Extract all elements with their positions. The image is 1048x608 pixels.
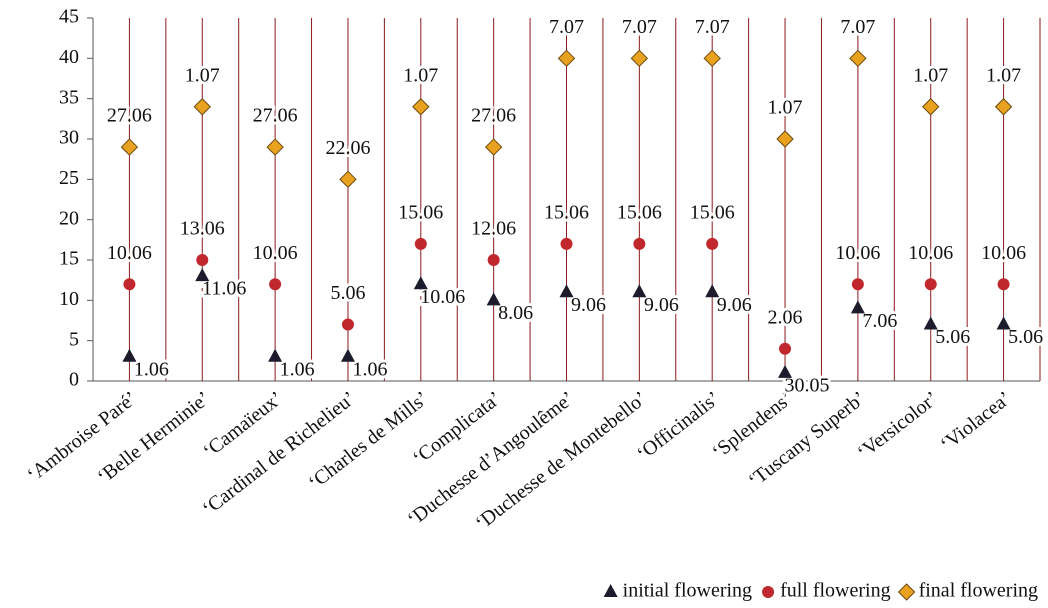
y-tick-label: 0 <box>69 369 79 391</box>
triangle-marker <box>486 292 501 306</box>
circle-marker <box>487 254 500 266</box>
data-label: 22.06 <box>325 137 370 159</box>
circle-marker <box>779 342 792 355</box>
triangle-marker <box>340 348 355 362</box>
diamond-marker <box>776 130 794 148</box>
y-tick-label: 20 <box>59 207 79 229</box>
circle-marker <box>269 278 282 291</box>
circle-marker <box>341 318 354 331</box>
data-label: 1.07 <box>913 64 948 86</box>
data-label: 7.07 <box>622 16 657 38</box>
data-label: 11.06 <box>202 278 246 300</box>
circle-marker <box>196 254 209 266</box>
circle-marker <box>924 278 937 291</box>
legend-marker <box>897 583 916 601</box>
y-tick-label: 5 <box>69 328 79 350</box>
data-label: 10.06 <box>253 242 298 264</box>
diamond-marker <box>484 138 503 156</box>
circle-marker <box>414 237 427 250</box>
circle-marker <box>706 237 719 250</box>
triangle-marker <box>850 300 865 314</box>
triangle-marker <box>778 364 793 378</box>
data-label: 5.06 <box>330 282 365 304</box>
data-label: 1.07 <box>768 97 803 119</box>
diamond-marker <box>557 49 576 68</box>
triangle-marker <box>705 284 720 298</box>
triangle-marker <box>559 284 574 298</box>
diamond-marker <box>994 98 1013 116</box>
x-tick-label: ‘Violacea’ <box>936 387 1015 456</box>
data-label: 2.06 <box>768 306 803 328</box>
circle-marker <box>123 278 136 291</box>
data-label: 1.07 <box>986 64 1021 86</box>
legend-marker <box>762 586 775 598</box>
data-label: 10.06 <box>981 242 1026 264</box>
diamond-marker <box>922 98 940 116</box>
triangle-marker <box>122 348 137 362</box>
legend-label: final flowering <box>919 580 1038 602</box>
y-tick-label: 40 <box>59 46 79 68</box>
data-label: 15.06 <box>690 201 735 223</box>
data-label: 5.06 <box>1008 326 1043 348</box>
data-label: 10.06 <box>908 242 953 264</box>
legend-marker <box>603 584 618 597</box>
data-label: 1.06 <box>134 358 169 380</box>
data-label: 7.07 <box>549 16 584 38</box>
data-label: 27.06 <box>253 105 298 127</box>
data-label: 7.06 <box>862 310 897 332</box>
y-tick-label: 30 <box>59 127 79 149</box>
data-label: 7.07 <box>840 16 875 38</box>
circle-marker <box>560 237 573 250</box>
y-tick-label: 25 <box>59 167 79 189</box>
data-label: 5.06 <box>935 326 970 348</box>
data-label: 10.06 <box>420 286 465 308</box>
diamond-marker <box>849 49 867 68</box>
data-label: 7.07 <box>695 16 730 38</box>
data-label: 13.06 <box>180 218 225 240</box>
diamond-marker <box>266 138 284 156</box>
diamond-marker <box>339 170 357 189</box>
y-tick-label: 45 <box>59 6 79 28</box>
legend-label: full flowering <box>780 580 891 602</box>
circle-marker <box>997 278 1010 291</box>
data-label: 15.06 <box>398 201 443 223</box>
y-tick-label: 35 <box>59 86 79 108</box>
data-label: 15.06 <box>617 201 662 223</box>
data-label: 1.06 <box>352 358 387 380</box>
data-label: 1.06 <box>280 358 315 380</box>
data-label: 9.06 <box>717 294 752 316</box>
data-label: 10.06 <box>107 242 152 264</box>
triangle-marker <box>413 276 428 290</box>
triangle-marker <box>996 316 1011 330</box>
triangle-marker <box>923 316 938 330</box>
circle-marker <box>851 278 864 291</box>
data-label: 8.06 <box>498 302 533 324</box>
triangle-marker <box>195 268 210 282</box>
y-tick-label: 10 <box>59 288 79 310</box>
triangle-marker <box>268 348 283 362</box>
x-tick-label: ‘Charles de Mills’ <box>304 387 432 494</box>
diamond-marker <box>412 98 430 116</box>
data-label: 1.07 <box>185 64 220 86</box>
data-label: 1.07 <box>403 64 438 86</box>
data-label: 30.05 <box>785 375 830 397</box>
diamond-marker <box>630 49 649 68</box>
x-tick-label: ‘Versicolor’ <box>853 387 942 464</box>
data-label: 15.06 <box>544 201 589 223</box>
y-tick-label: 15 <box>59 248 79 270</box>
legend-label: initial flowering <box>623 580 752 602</box>
triangle-marker <box>632 284 647 298</box>
data-label: 27.06 <box>471 105 516 127</box>
diamond-marker <box>193 98 211 116</box>
data-label: 9.06 <box>644 294 679 316</box>
diamond-marker <box>120 138 139 156</box>
data-label: 10.06 <box>835 242 880 264</box>
data-label: 12.06 <box>471 218 516 240</box>
data-label: 9.06 <box>571 294 606 316</box>
diamond-marker <box>703 49 721 68</box>
circle-marker <box>633 237 646 250</box>
data-label: 27.06 <box>107 105 152 127</box>
